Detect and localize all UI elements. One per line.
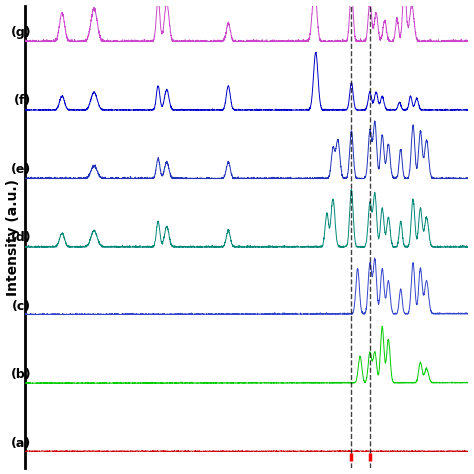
Text: (c): (c)	[12, 300, 31, 313]
Text: (b): (b)	[10, 368, 31, 381]
Text: (g): (g)	[10, 26, 31, 39]
Text: (d): (d)	[10, 231, 31, 244]
Text: (a): (a)	[11, 437, 31, 450]
Y-axis label: Intensity (a.u.): Intensity (a.u.)	[6, 179, 19, 295]
Text: (f): (f)	[14, 94, 31, 107]
Text: (e): (e)	[11, 163, 31, 176]
